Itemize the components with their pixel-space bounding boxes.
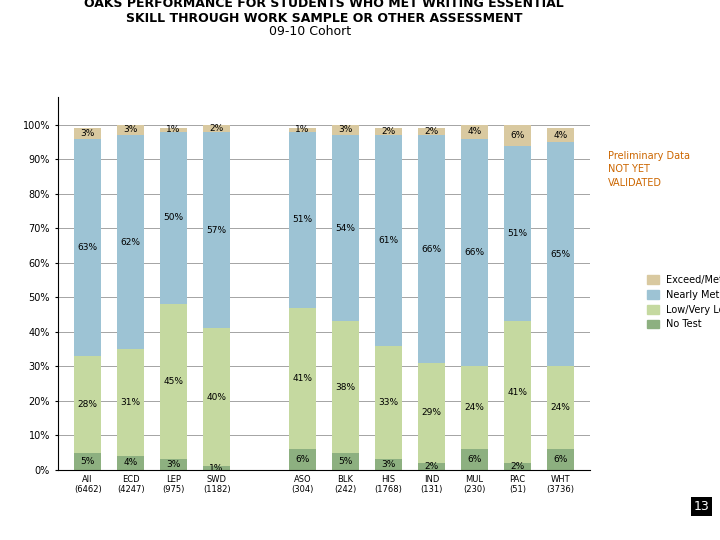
Bar xyxy=(418,129,445,135)
Text: 33%: 33% xyxy=(379,398,398,407)
Bar xyxy=(418,135,445,363)
Text: 3%: 3% xyxy=(382,460,395,469)
Bar xyxy=(117,135,144,349)
Text: 3%: 3% xyxy=(166,460,181,469)
Bar xyxy=(161,132,187,304)
Bar xyxy=(161,460,187,470)
Bar xyxy=(289,132,316,308)
Bar xyxy=(203,125,230,132)
Text: 2%: 2% xyxy=(424,462,438,471)
Bar xyxy=(504,145,531,321)
Bar xyxy=(332,453,359,470)
Bar xyxy=(461,449,487,470)
Text: 31%: 31% xyxy=(120,398,140,407)
Bar xyxy=(117,125,144,135)
Bar xyxy=(504,125,531,145)
Bar xyxy=(547,129,574,142)
Bar xyxy=(504,321,531,463)
Text: 6%: 6% xyxy=(295,455,310,464)
Text: 45%: 45% xyxy=(163,377,184,386)
Bar xyxy=(203,132,230,328)
Bar xyxy=(332,321,359,453)
Text: 40%: 40% xyxy=(207,393,227,402)
Bar xyxy=(461,366,487,449)
Text: 54%: 54% xyxy=(336,224,356,233)
Bar xyxy=(332,125,359,135)
Text: 50%: 50% xyxy=(163,213,184,222)
Bar xyxy=(289,449,316,470)
Text: 4%: 4% xyxy=(467,127,482,136)
Bar xyxy=(375,460,402,470)
Bar xyxy=(461,139,487,366)
Bar xyxy=(203,467,230,470)
Text: 6%: 6% xyxy=(467,455,482,464)
Bar xyxy=(117,456,144,470)
Bar xyxy=(461,125,487,139)
Bar xyxy=(547,449,574,470)
Text: 51%: 51% xyxy=(292,215,312,224)
Bar xyxy=(418,463,445,470)
Text: 66%: 66% xyxy=(421,245,441,253)
Bar xyxy=(547,142,574,366)
Text: 4%: 4% xyxy=(124,458,138,468)
Text: 28%: 28% xyxy=(78,400,98,409)
Text: 09-10 Cohort: 09-10 Cohort xyxy=(269,25,351,38)
Bar xyxy=(74,453,101,470)
Text: 1%: 1% xyxy=(295,125,310,134)
Text: 5%: 5% xyxy=(81,457,95,465)
Bar xyxy=(74,356,101,453)
Text: 2%: 2% xyxy=(382,127,395,136)
Text: 24%: 24% xyxy=(550,403,570,412)
Text: 66%: 66% xyxy=(464,248,485,257)
Text: 57%: 57% xyxy=(207,226,227,234)
Bar xyxy=(375,129,402,135)
Text: 65%: 65% xyxy=(550,249,570,259)
Title: OAKS PERFORMANCE FOR STUDENTS WHO MET WRITING ESSENTIAL
SKILL THROUGH WORK SAMPL: OAKS PERFORMANCE FOR STUDENTS WHO MET WR… xyxy=(84,0,564,25)
Text: 24%: 24% xyxy=(464,403,485,412)
Text: 62%: 62% xyxy=(121,238,140,247)
Text: 61%: 61% xyxy=(379,236,398,245)
Text: 3%: 3% xyxy=(81,129,95,138)
Text: 2%: 2% xyxy=(210,124,224,133)
Legend: Exceed/Met, Nearly Met, Low/Very Low, No Test: Exceed/Met, Nearly Met, Low/Very Low, No… xyxy=(645,273,720,332)
Bar xyxy=(332,135,359,321)
Text: 41%: 41% xyxy=(292,374,312,383)
Text: 5%: 5% xyxy=(338,457,353,465)
Text: 13: 13 xyxy=(693,500,709,513)
Text: 29%: 29% xyxy=(421,408,441,417)
Text: 38%: 38% xyxy=(336,382,356,392)
Bar xyxy=(74,129,101,139)
Text: 41%: 41% xyxy=(508,388,527,397)
Text: 51%: 51% xyxy=(508,229,528,238)
Bar xyxy=(289,308,316,449)
Bar xyxy=(161,129,187,132)
Bar xyxy=(504,463,531,470)
Bar xyxy=(117,349,144,456)
Bar xyxy=(161,304,187,460)
Text: 1%: 1% xyxy=(166,125,181,134)
Text: 1%: 1% xyxy=(210,463,224,472)
Bar xyxy=(74,139,101,356)
Bar xyxy=(203,328,230,467)
Bar xyxy=(418,363,445,463)
Text: 4%: 4% xyxy=(553,131,567,140)
Text: 2%: 2% xyxy=(424,127,438,136)
Text: 3%: 3% xyxy=(338,125,353,134)
Bar xyxy=(375,135,402,346)
Text: 63%: 63% xyxy=(78,243,98,252)
Text: 6%: 6% xyxy=(553,455,567,464)
Bar xyxy=(547,366,574,449)
Bar xyxy=(289,129,316,132)
Bar xyxy=(375,346,402,460)
Text: 2%: 2% xyxy=(510,462,524,471)
Text: 6%: 6% xyxy=(510,131,525,140)
Text: 3%: 3% xyxy=(123,125,138,134)
Text: Preliminary Data
NOT YET
VALIDATED: Preliminary Data NOT YET VALIDATED xyxy=(608,151,690,187)
